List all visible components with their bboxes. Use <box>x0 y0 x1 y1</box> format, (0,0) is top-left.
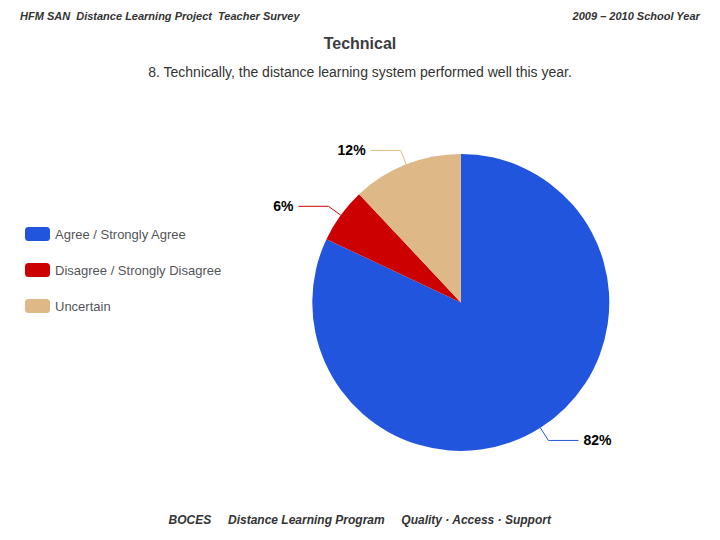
svg-text:8. Technically, the distance l: 8. Technically, the distance learning sy… <box>148 64 572 80</box>
svg-text:2009 – 2010 School Year: 2009 – 2010 School Year <box>572 10 701 22</box>
svg-text:Technical: Technical <box>324 35 397 52</box>
svg-text:Uncertain: Uncertain <box>55 299 111 314</box>
svg-text:Agree / Strongly Agree: Agree / Strongly Agree <box>55 227 186 242</box>
svg-text:12%: 12% <box>338 142 367 158</box>
svg-text:BOCES Distance Learning Pr: BOCES Distance Learning Program Quality … <box>169 513 552 527</box>
svg-text:6%: 6% <box>273 198 294 214</box>
svg-text:HFM SAN Distance Learning Pro: HFM SAN Distance Learning Project Teache… <box>20 10 300 22</box>
svg-text:82%: 82% <box>583 432 612 448</box>
svg-text:Disagree / Strongly Disagree: Disagree / Strongly Disagree <box>55 263 221 278</box>
